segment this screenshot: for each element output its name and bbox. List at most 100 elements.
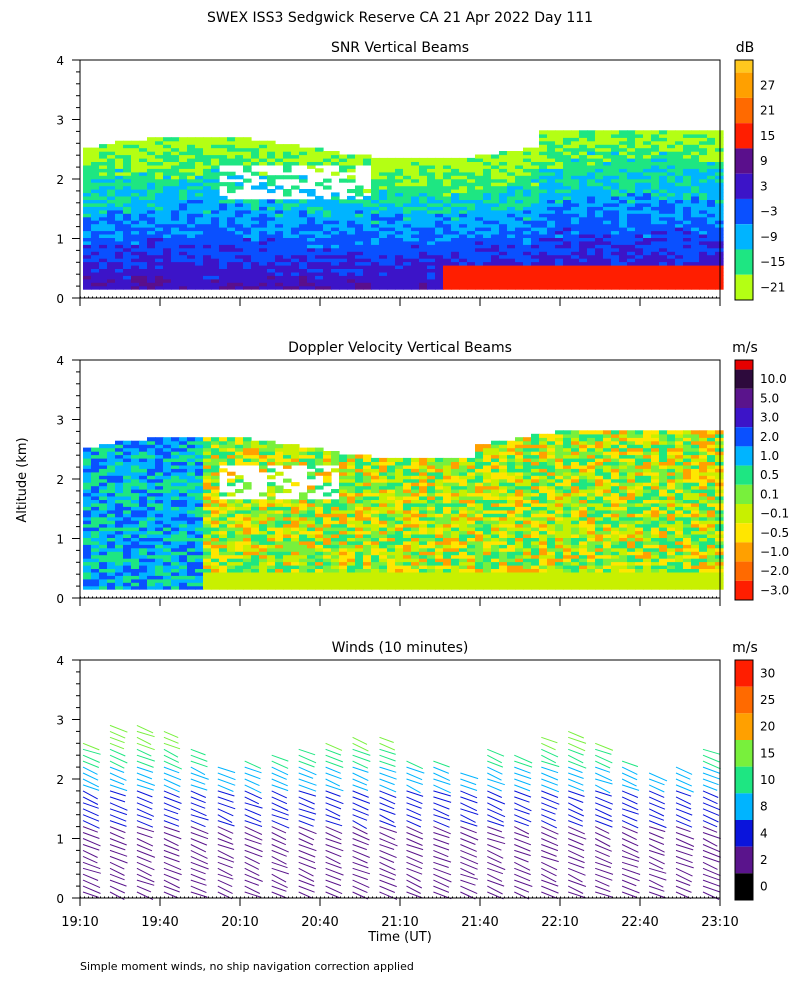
- doppler-cell: [163, 513, 172, 518]
- doppler-cell: [107, 464, 116, 469]
- doppler-cell: [307, 575, 316, 580]
- doppler-cell: [331, 530, 340, 535]
- snr-cell: [131, 206, 140, 211]
- doppler-cell: [251, 499, 260, 504]
- doppler-cell: [139, 464, 148, 469]
- snr-cell: [707, 271, 716, 276]
- snr-cell: [683, 144, 692, 149]
- snr-cell: [491, 157, 500, 162]
- doppler-cell: [211, 440, 220, 445]
- snr-cell: [675, 195, 684, 200]
- doppler-cell: [123, 499, 132, 504]
- snr-cell: [291, 213, 300, 218]
- snr-cell: [147, 182, 156, 187]
- snr-cell: [611, 151, 620, 156]
- snr-cell: [715, 278, 724, 283]
- snr-cell: [259, 202, 268, 207]
- doppler-cell: [187, 440, 196, 445]
- snr-cell: [515, 247, 524, 252]
- snr-cell: [483, 230, 492, 235]
- doppler-cell: [179, 444, 188, 449]
- snr-cell: [683, 168, 692, 173]
- doppler-cell: [227, 502, 236, 507]
- snr-cell: [515, 258, 524, 263]
- snr-cell: [187, 254, 196, 259]
- snr-cell: [499, 175, 508, 180]
- doppler-cell: [115, 464, 124, 469]
- snr-cell: [531, 175, 540, 180]
- doppler-cell: [187, 485, 196, 490]
- doppler-cell: [139, 540, 148, 545]
- snr-cell: [347, 209, 356, 214]
- doppler-cell: [355, 575, 364, 580]
- snr-cell: [595, 227, 604, 232]
- doppler-cell: [131, 544, 140, 549]
- doppler-cell: [139, 485, 148, 490]
- snr-cell: [107, 247, 116, 252]
- snr-cell: [83, 282, 92, 287]
- snr-cell: [107, 175, 116, 180]
- snr-cell: [547, 237, 556, 242]
- snr-cell: [99, 144, 108, 149]
- doppler-cell: [107, 547, 116, 552]
- doppler-cell: [91, 520, 100, 525]
- doppler-cell: [275, 499, 284, 504]
- snr-cell: [547, 164, 556, 169]
- snr-cell: [315, 268, 324, 273]
- snr-cell: [643, 199, 652, 204]
- snr-cell: [499, 157, 508, 162]
- snr-cell: [147, 154, 156, 159]
- snr-cell: [515, 251, 524, 256]
- doppler-cell: [123, 533, 132, 538]
- snr-cell: [387, 244, 396, 249]
- doppler-cell: [283, 551, 292, 556]
- doppler-cell: [347, 551, 356, 556]
- doppler-cell: [283, 502, 292, 507]
- snr-cell: [691, 171, 700, 176]
- snr-cell: [395, 199, 404, 204]
- snr-cell: [683, 268, 692, 273]
- snr-cell: [267, 240, 276, 245]
- snr-cell: [451, 216, 460, 221]
- doppler-cell: [235, 509, 244, 514]
- snr-cell: [683, 161, 692, 166]
- doppler-cell: [283, 444, 292, 449]
- snr-cell: [355, 278, 364, 283]
- doppler-cell: [171, 495, 180, 500]
- doppler-cell: [171, 520, 180, 525]
- snr-cell: [611, 140, 620, 145]
- doppler-cell: [363, 495, 372, 500]
- snr-cell: [211, 209, 220, 214]
- snr-cell: [691, 144, 700, 149]
- snr-cell: [427, 161, 436, 166]
- snr-cell: [387, 171, 396, 176]
- doppler-cell: [267, 554, 276, 559]
- doppler-cell: [299, 540, 308, 545]
- doppler-cell: [147, 585, 156, 590]
- snr-cell: [251, 271, 260, 276]
- snr-cell: [499, 247, 508, 252]
- doppler-cell: [171, 513, 180, 518]
- snr-cell: [475, 178, 484, 183]
- doppler-cell: [99, 530, 108, 535]
- snr-cell: [555, 171, 564, 176]
- doppler-cell: [139, 499, 148, 504]
- snr-cell: [259, 268, 268, 273]
- snr-cell: [147, 144, 156, 149]
- snr-cell: [635, 151, 644, 156]
- doppler-cell: [91, 489, 100, 494]
- snr-cell: [379, 185, 388, 190]
- doppler-cell: [403, 520, 412, 525]
- doppler-cell: [243, 582, 252, 587]
- snr-cell: [635, 147, 644, 152]
- snr-cell: [499, 213, 508, 218]
- doppler-cell: [259, 506, 268, 511]
- doppler-cell: [195, 554, 204, 559]
- snr-cell: [619, 178, 628, 183]
- snr-cell: [299, 151, 308, 156]
- doppler-cell: [251, 564, 260, 569]
- snr-cell: [339, 209, 348, 214]
- snr-cell: [187, 220, 196, 225]
- snr-cell: [147, 161, 156, 166]
- snr-cell: [499, 171, 508, 176]
